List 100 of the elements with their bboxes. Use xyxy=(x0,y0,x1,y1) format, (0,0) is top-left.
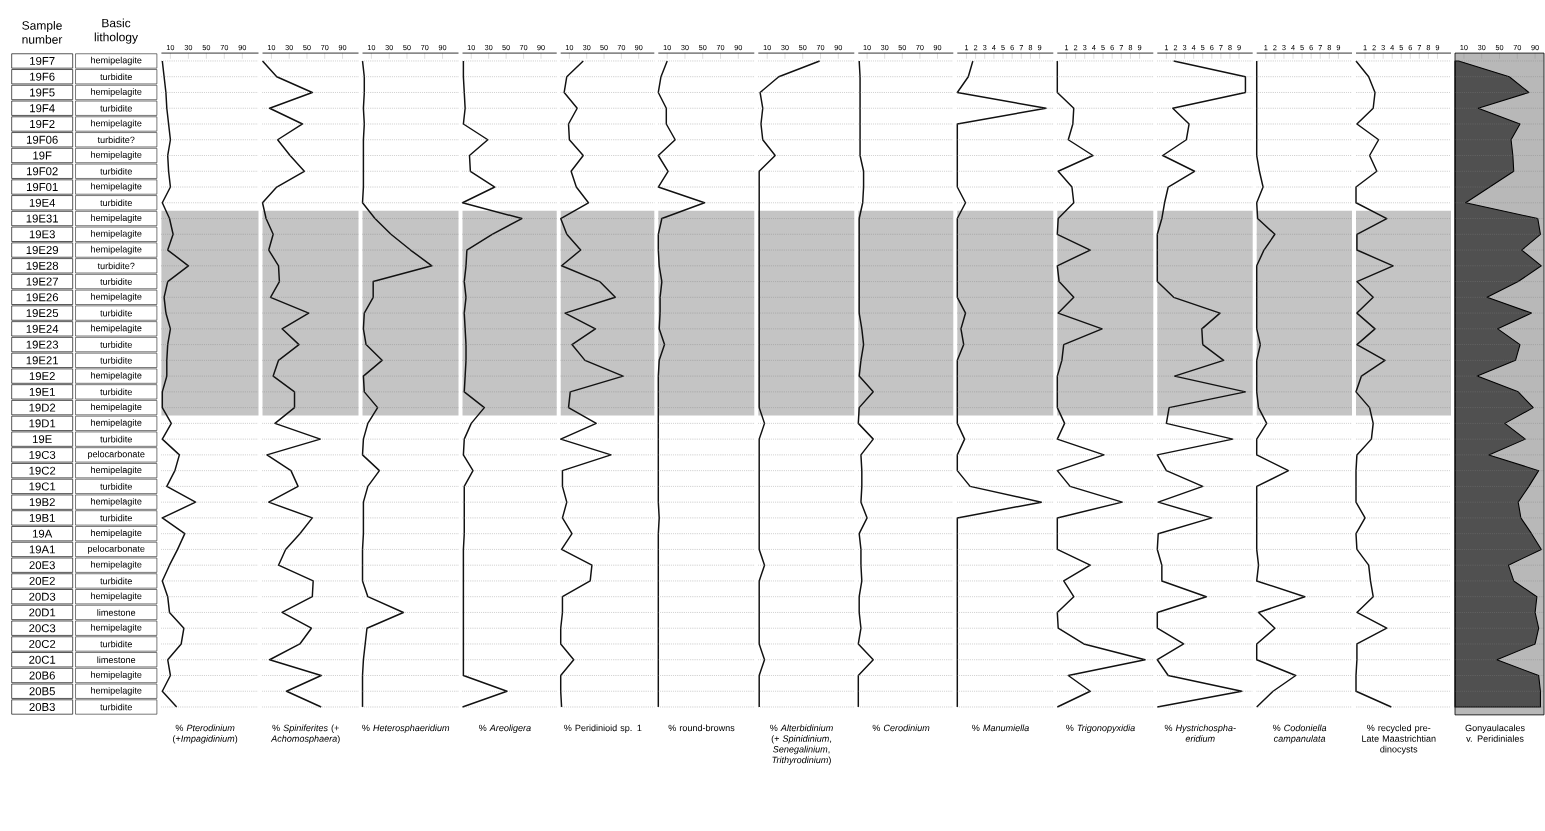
y2-tick-label: turbidite xyxy=(100,483,132,490)
y2-tick-label: limestone xyxy=(97,656,136,664)
y2-tick-label: hemipelagite xyxy=(91,419,142,428)
x-axis-title: % Pterodinium (+Impagidinium) xyxy=(173,724,238,744)
x-axis-title: % Areoligera xyxy=(479,724,531,733)
category-label: 19F02 xyxy=(26,167,58,176)
category-label: 20D1 xyxy=(29,608,56,617)
category-label: 19B1 xyxy=(29,513,55,522)
y2-tick-label: turbidite xyxy=(100,199,132,207)
y2-tick-label: turbidite? xyxy=(97,262,135,270)
x-axis-title: % Heterosphaeridium xyxy=(362,724,450,733)
y2-tick-label: hemipelagite xyxy=(91,324,142,334)
y-axis-title: Sample number xyxy=(22,20,63,44)
y2-tick-label: hemipelagite xyxy=(91,687,142,696)
category-label: 20C1 xyxy=(29,655,56,664)
y2-tick-label: hemipelagite xyxy=(91,293,142,302)
y2-tick-label: hemipelagite xyxy=(91,671,142,680)
category-label: 19A1 xyxy=(29,545,55,554)
y2-tick-label: pelocarbonate xyxy=(88,450,145,460)
y2-tick-label: hemipelagite xyxy=(91,151,142,160)
category-label: 19E31 xyxy=(26,214,59,223)
y2-tick-label: pelocarbonate xyxy=(88,545,145,554)
x-axis-title: % Hystrichospha-eridium xyxy=(1164,724,1236,742)
y2-tick-label: turbidite xyxy=(100,514,132,522)
category-label: 19A xyxy=(32,529,53,538)
category-label: 19C1 xyxy=(29,482,56,491)
y2-tick-label: hemipelagite xyxy=(91,245,142,255)
x-axis-title: % Codoniella campanulata xyxy=(1272,724,1327,744)
y2-tick-label: turbidite xyxy=(100,104,132,112)
category-label: 19E28 xyxy=(26,261,59,270)
category-label: 19E21 xyxy=(26,356,59,365)
x-axis-title: Gonyaulacales v. Peridiniales xyxy=(1465,724,1525,742)
y2-tick-label: hemipelagite xyxy=(91,623,142,633)
category-label: 19D2 xyxy=(29,403,56,412)
category-label: 20D3 xyxy=(29,592,56,601)
y2-tick-label: limestone xyxy=(97,609,136,616)
category-label: 19E27 xyxy=(26,277,58,286)
y2-tick-label: hemipelagite xyxy=(91,214,142,223)
y2-tick-label: hemipelagite xyxy=(91,230,142,239)
text: % Alterbidinium (+ Spinidinium, Senegalinium, Trithyrodinium) xyxy=(770,724,833,765)
category-label: 19F7 xyxy=(30,56,55,65)
y2-tick-label: turbidite xyxy=(100,73,132,81)
y2-tick-label: hemipelagite xyxy=(91,119,142,129)
category-label: 20B3 xyxy=(29,703,55,711)
y2-tick-label: hemipelagite xyxy=(91,497,142,507)
x-axis-title: % round-browns xyxy=(668,724,735,732)
y2-tick-label: hemipelagite xyxy=(91,371,142,381)
y2-tick-label: hemipelagite xyxy=(91,56,142,66)
y2-tick-label: hemipelagite xyxy=(91,466,142,475)
x-axis-title: % Cerodinium xyxy=(872,724,930,732)
x-axis-title: % Spiniferites (+ Achomosphaera) xyxy=(270,724,340,744)
y2-tick-label: hemipelagite xyxy=(91,88,142,97)
x-axis-title: % recycled pre-Late Maastrichtian dinocysts xyxy=(1362,724,1436,755)
category-label: 19E26 xyxy=(26,293,59,302)
category-label: 19F01 xyxy=(26,183,58,192)
y2-tick-label: turbidite xyxy=(100,703,132,711)
category-label: 19E3 xyxy=(29,230,55,239)
category-label: 20C3 xyxy=(29,624,56,633)
y2-tick-label: turbidite? xyxy=(97,136,135,144)
category-label: 19F4 xyxy=(30,104,55,113)
y2-tick-label: turbidite xyxy=(100,309,132,317)
y2-tick-label: hemipelagite xyxy=(91,560,142,570)
category-label: 20E3 xyxy=(29,561,55,570)
y2-tick-label: turbidite xyxy=(100,388,132,396)
category-label: 20C2 xyxy=(29,639,56,648)
y2-tick-label: turbidite xyxy=(100,577,132,585)
category-label: 19F06 xyxy=(26,135,58,144)
category-label: 20B6 xyxy=(29,671,55,680)
category-label: 19F6 xyxy=(30,72,55,81)
category-label: 19C2 xyxy=(29,466,56,475)
y2-tick-label: turbidite xyxy=(100,640,132,648)
y2-tick-label: turbidite xyxy=(100,341,132,348)
x-axis-title: % Trigonopyxidia xyxy=(1066,724,1135,733)
y2-axis-title: Basic lithology xyxy=(94,18,138,44)
y2-tick-label: turbidite xyxy=(100,278,132,285)
category-label: 19F xyxy=(33,151,52,160)
y2-tick-label: turbidite xyxy=(100,435,132,443)
category-label: 19F5 xyxy=(30,88,55,97)
y2-tick-label: hemipelagite xyxy=(91,592,142,601)
category-label: 20E2 xyxy=(29,576,55,585)
category-label: 19E xyxy=(32,435,52,444)
y2-tick-label: turbidite xyxy=(100,167,132,175)
category-label: 19E25 xyxy=(26,309,59,318)
category-label: 19E23 xyxy=(26,340,59,349)
x-axis-title: % Peridinioid sp. 1 xyxy=(564,724,642,733)
y2-tick-label: turbidite xyxy=(100,357,132,364)
y2-tick-label: hemipelagite xyxy=(91,182,142,192)
category-label: 19D1 xyxy=(29,419,56,428)
category-label: 19E1 xyxy=(29,387,55,396)
category-label: 20B5 xyxy=(29,687,55,696)
category-label: 19F2 xyxy=(30,119,55,128)
category-label: 19B2 xyxy=(29,498,55,507)
category-label: 19E29 xyxy=(26,246,59,255)
category-label: 19E2 xyxy=(29,372,55,381)
y2-tick-label: hemipelagite xyxy=(91,529,142,538)
x-axis-title: % Manumiella xyxy=(972,724,1029,732)
category-label: 19E24 xyxy=(26,324,59,333)
category-label: 19C3 xyxy=(29,450,56,459)
category-label: 19E4 xyxy=(29,198,56,207)
y2-tick-label: hemipelagite xyxy=(91,403,142,412)
